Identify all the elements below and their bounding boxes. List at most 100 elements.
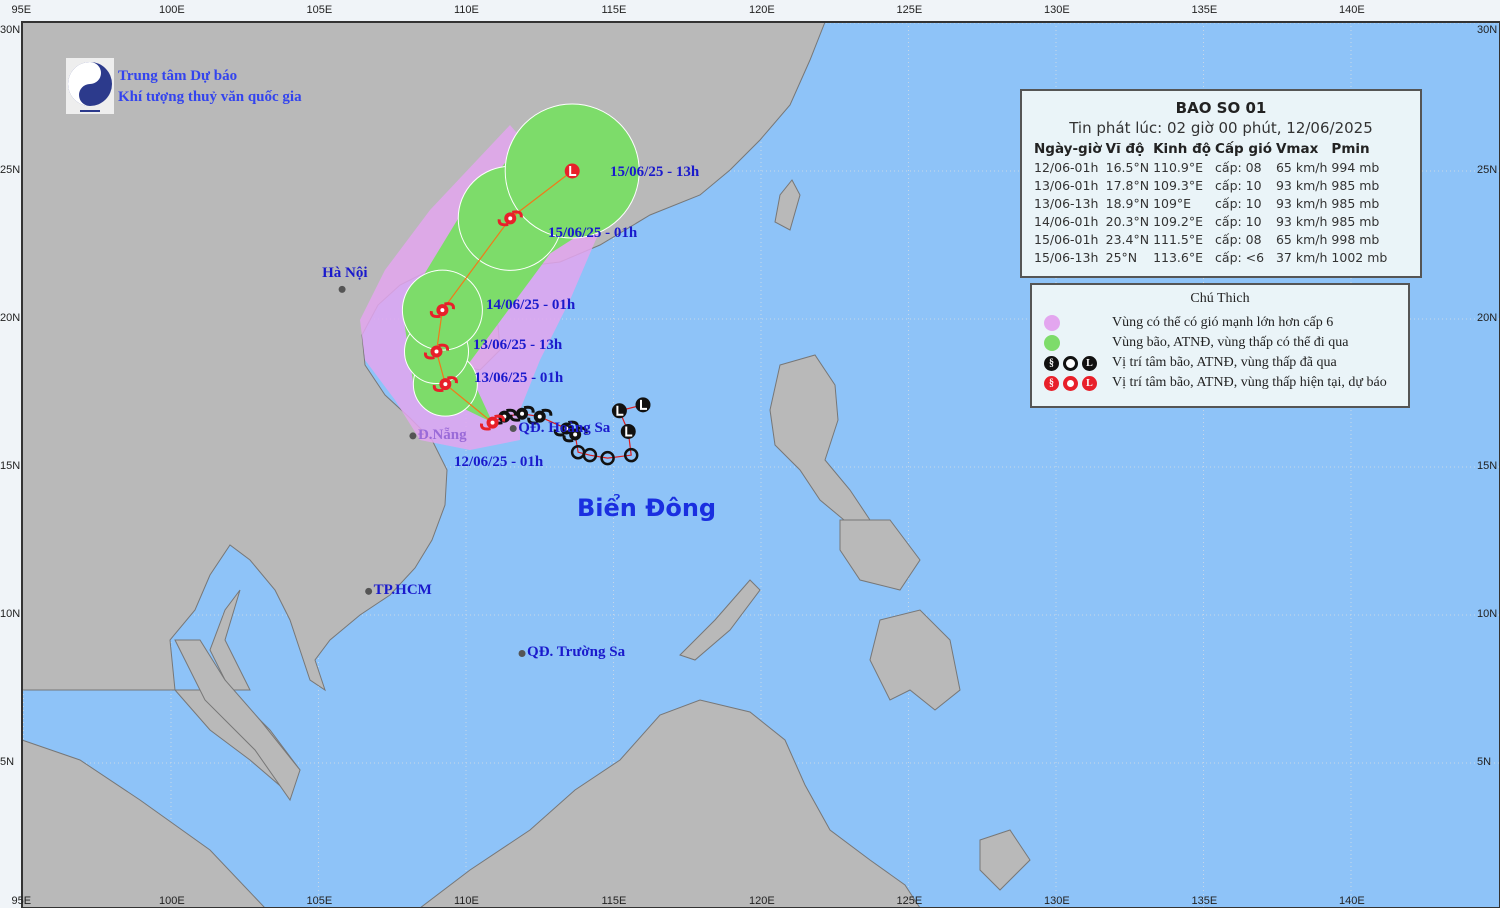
forecast-track-line bbox=[435, 170, 573, 424]
lon-label-bottom: 120E bbox=[749, 895, 775, 907]
past-position-marker bbox=[611, 403, 627, 419]
lat-label-left: 10N bbox=[0, 608, 21, 620]
lon-label-bottom: 105E bbox=[306, 895, 333, 907]
legend-title: Chú Thich bbox=[1190, 291, 1250, 306]
lon-label-bottom: 95E bbox=[11, 895, 32, 907]
lon-label-top: 105E bbox=[306, 4, 333, 16]
table-cell: cấp: 10 bbox=[1215, 195, 1262, 211]
low-glyph bbox=[569, 166, 577, 176]
lat-label-right: 25N bbox=[1477, 164, 1498, 176]
lon-label-top: 140E bbox=[1339, 4, 1365, 16]
malay-sumatra bbox=[21, 739, 266, 908]
table-cell: 13/06-13h bbox=[1034, 195, 1099, 211]
place-dot bbox=[409, 432, 417, 440]
storm-symbol-icon: § bbox=[1044, 375, 1059, 391]
storm-arms bbox=[509, 405, 535, 422]
place-dot bbox=[509, 425, 517, 433]
lat-label-left: 15N bbox=[0, 460, 21, 472]
past-position-marker bbox=[635, 397, 651, 413]
forecast-position-marker bbox=[429, 302, 455, 319]
storm-symbol-icon: § bbox=[1044, 355, 1059, 371]
column-header: Ngày-giờ bbox=[1034, 141, 1102, 157]
sea-label: Biển Đông bbox=[577, 494, 717, 522]
lat-label-right: 5N bbox=[1477, 756, 1492, 768]
lat-label-left: 5N bbox=[0, 756, 15, 768]
table-row: 15/06-01h 23.4°N 111.5°E cấp: 08 65 km/h 998 … bbox=[1032, 230, 1389, 248]
past-position-marker bbox=[509, 405, 535, 422]
lat-label-left: 25N bbox=[0, 164, 21, 176]
column-header: Vĩ độ bbox=[1105, 141, 1145, 157]
table-cell: 994 mb bbox=[1331, 159, 1380, 175]
table-cell: 985 mb bbox=[1331, 195, 1380, 211]
lon-label-bottom: 110E bbox=[454, 895, 479, 907]
table-row: 13/06-01h 17.8°N 109.3°E cấp: 10 93 km/h 985 … bbox=[1032, 176, 1389, 194]
storm-arms bbox=[553, 420, 579, 437]
forecast-time-label: 13/06/25 - 01h bbox=[474, 370, 564, 386]
lon-label-bottom: 135E bbox=[1191, 895, 1218, 907]
table-cell: 93 km/h bbox=[1275, 213, 1328, 229]
visayas bbox=[839, 519, 921, 591]
low-glyph bbox=[625, 426, 633, 437]
lat-label-right: 10N bbox=[1477, 608, 1498, 620]
place-dot bbox=[365, 587, 373, 595]
lon-label-bottom: 125E bbox=[896, 895, 923, 907]
lon-label-bottom: 115E bbox=[601, 895, 627, 907]
past-position-marker bbox=[527, 408, 553, 425]
table-cell: 12/06-01h bbox=[1034, 159, 1099, 175]
table-cell: 23.4°N bbox=[1105, 231, 1150, 247]
green-circle-icon bbox=[1044, 335, 1060, 351]
forecast-time-label: 15/06/25 - 01h bbox=[548, 225, 638, 241]
past-position-marker bbox=[570, 444, 586, 460]
lon-label-top: 95E bbox=[11, 4, 32, 16]
storm-arms bbox=[527, 408, 553, 425]
tracks bbox=[423, 163, 651, 466]
table-cell: 985 mb bbox=[1331, 177, 1380, 193]
table-cell: 93 km/h bbox=[1275, 195, 1328, 211]
past-position-marker bbox=[623, 447, 639, 463]
lat-label-left: 20N bbox=[0, 312, 21, 324]
table-cell: 18.9°N bbox=[1105, 195, 1150, 211]
malay-peninsula bbox=[174, 639, 301, 802]
lon-label-bottom: 130E bbox=[1044, 895, 1070, 907]
past-position-marker bbox=[562, 426, 588, 443]
mindanao bbox=[869, 609, 961, 711]
palawan bbox=[679, 579, 761, 661]
table-cell: 13/06-01h bbox=[1034, 177, 1099, 193]
table-row: 13/06-13h 18.9°N 109°E cấp: 10 93 km/h 985 mb bbox=[1032, 194, 1389, 212]
place-label: QĐ. Hoàng Sa bbox=[518, 419, 611, 436]
table-cell: 20.3°N bbox=[1105, 213, 1150, 229]
lat-label-left: 30N bbox=[0, 24, 21, 36]
column-header: Kinh độ bbox=[1153, 141, 1212, 157]
lon-label-top: 130E bbox=[1044, 4, 1070, 16]
table-cell: 111.5°E bbox=[1153, 231, 1204, 247]
map-frame bbox=[21, 21, 1500, 908]
storm-arms bbox=[497, 210, 523, 227]
place-label: Hà Nội bbox=[322, 265, 368, 282]
agency-name: Trung tâm Dự báo Khí tượng thuỷ văn quốc… bbox=[118, 66, 302, 108]
bulletin-title: BAO SO 01 bbox=[1175, 99, 1267, 117]
forecast-time-label: 13/06/25 - 13h bbox=[473, 337, 563, 353]
past-position-marker bbox=[600, 450, 615, 466]
table-cell: 985 mb bbox=[1331, 213, 1380, 229]
past-position-marker bbox=[620, 423, 636, 439]
nchmf-logo bbox=[66, 58, 114, 114]
table-row: 15/06-13h 25°N 113.6°E cấp: <6 37 km/h 1002 m… bbox=[1032, 248, 1389, 266]
place-markers bbox=[338, 285, 526, 657]
legend-item-past: § L Vị trí tâm bão, ATNĐ, vùng thấp đã q… bbox=[1044, 353, 1337, 373]
lon-label-top: 125E bbox=[896, 4, 923, 16]
table-cell: 65 km/h bbox=[1275, 231, 1328, 247]
table-cell: 93 km/h bbox=[1275, 177, 1328, 193]
column-header: Cấp gió bbox=[1215, 141, 1272, 157]
storm-arms bbox=[423, 343, 450, 360]
agency-line-1: Trung tâm Dự báo bbox=[118, 68, 238, 84]
lon-label-top: 115E bbox=[601, 4, 627, 16]
forecast-position-marker bbox=[564, 163, 580, 179]
table-row: 14/06-01h 20.3°N 109.2°E cấp: 10 93 km/h 985 … bbox=[1032, 212, 1389, 230]
storm-arms bbox=[479, 414, 506, 431]
forecast-time-label: 14/06/25 - 01h bbox=[486, 297, 576, 313]
lon-label-bottom: 140E bbox=[1339, 895, 1365, 907]
place-label: TP.HCM bbox=[373, 582, 432, 599]
agency-line-2: Khí tượng thuỷ văn quốc gia bbox=[118, 89, 302, 105]
table-cell: 17.8°N bbox=[1105, 177, 1150, 193]
table-cell: 16.5°N bbox=[1105, 159, 1150, 175]
